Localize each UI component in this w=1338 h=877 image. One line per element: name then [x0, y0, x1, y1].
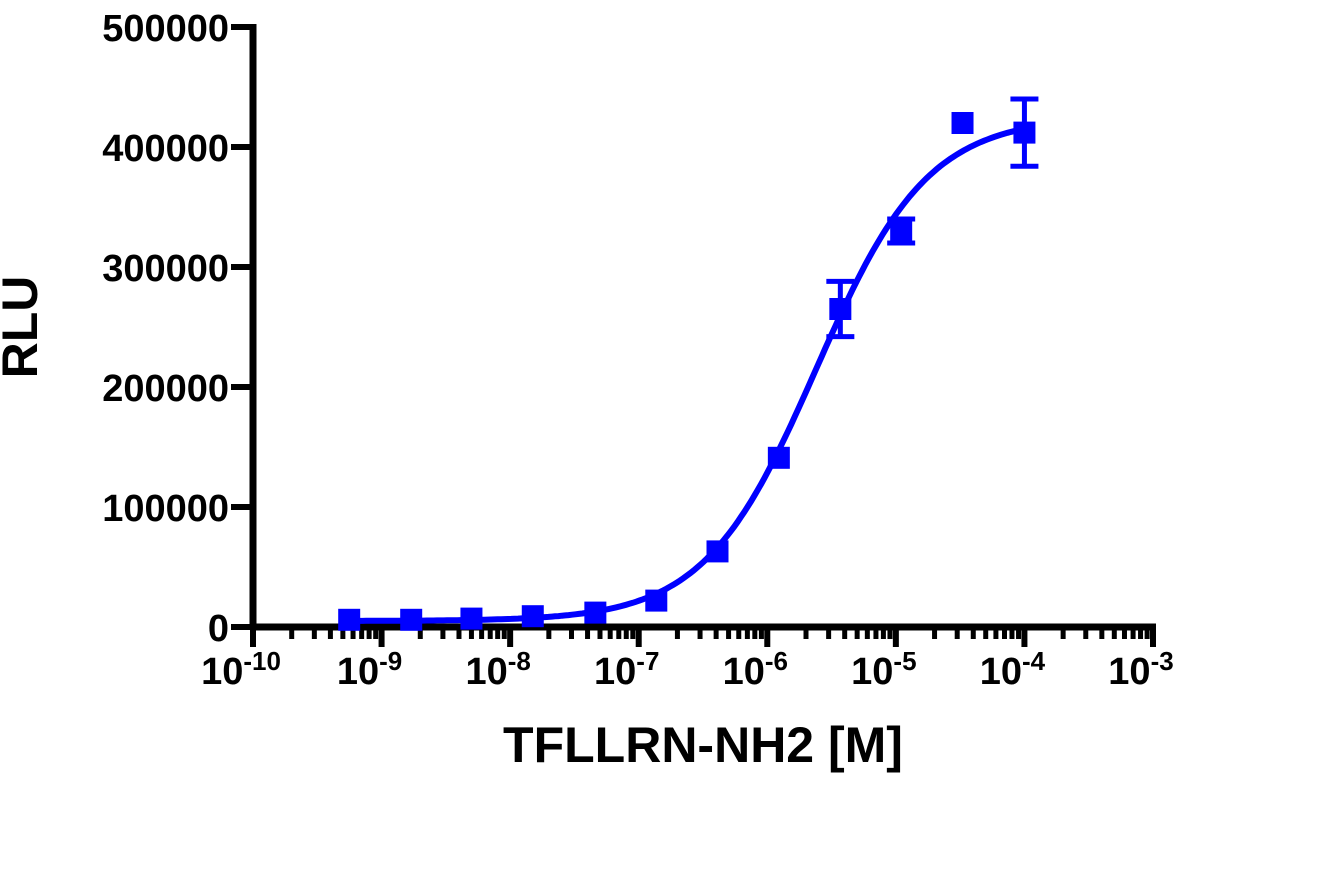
x-tick-label-1: 10-9	[337, 646, 402, 693]
fit-curve-layer	[349, 125, 1026, 624]
data-point-5	[645, 589, 668, 612]
data-points-layer	[338, 96, 1039, 631]
data-point-10	[951, 112, 974, 134]
x-axis-title: TFLLRN-NH2 [M]	[503, 717, 903, 773]
y-axis-title: RLU	[0, 276, 48, 379]
x-tick-label-2: 10-8	[465, 646, 530, 693]
x-tick-label-0: 10-10	[201, 646, 281, 693]
y-tick-label-3: 300000	[102, 248, 229, 290]
data-point-0	[338, 608, 361, 631]
data-point-6	[706, 540, 729, 563]
data-point-1	[400, 608, 423, 631]
y-tick-label-2: 200000	[102, 368, 229, 410]
data-point-4	[584, 601, 607, 624]
y-tick-label-4: 400000	[102, 128, 229, 170]
x-tick-label-5: 10-5	[851, 646, 916, 693]
y-tick-label-5: 500000	[102, 8, 229, 50]
data-point-3	[521, 605, 544, 628]
x-tick-label-7: 10-3	[1108, 646, 1173, 693]
data-point-7	[767, 446, 790, 469]
data-point-11	[1013, 121, 1036, 144]
data-point-2	[460, 607, 483, 630]
x-tick-label-4: 10-6	[723, 646, 788, 693]
y-tick-label-1: 100000	[102, 488, 229, 530]
fit-curve	[349, 125, 1026, 624]
x-tick-label-3: 10-7	[594, 646, 659, 693]
axes	[231, 24, 1156, 647]
data-point-9	[890, 220, 913, 242]
y-tick-label-0: 0	[208, 608, 229, 650]
x-tick-label-6: 10-4	[980, 646, 1046, 693]
data-point-8	[829, 298, 852, 320]
tick-labels-layer: 0 100000 200000 300000 400000 500000 10-10 10-9…	[102, 8, 1174, 693]
